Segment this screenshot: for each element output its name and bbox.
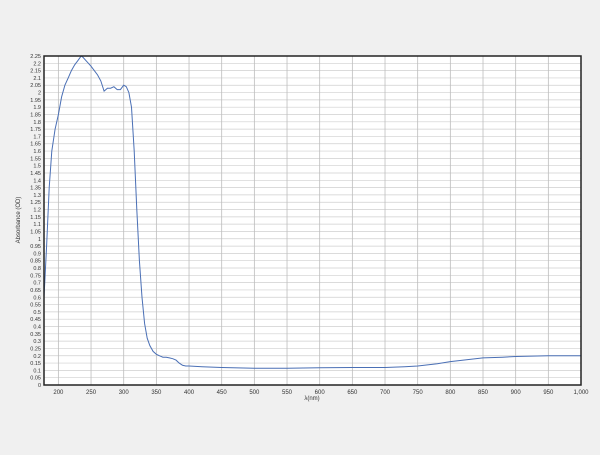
- y-tick-label: 0.8: [33, 266, 41, 272]
- y-tick-label: 0.2: [33, 354, 41, 360]
- y-tick-label: 2.05: [30, 83, 41, 89]
- y-tick-label: 0.4: [33, 325, 41, 331]
- series-line: [43, 55, 581, 369]
- x-tick-label: 700: [380, 390, 391, 396]
- y-tick-label: 0.9: [33, 251, 41, 257]
- x-tick-label: 900: [511, 390, 522, 396]
- y-tick-label: 2.2: [33, 61, 41, 67]
- y-tick-label: 1.5: [33, 164, 41, 170]
- x-tick-label: 650: [347, 390, 358, 396]
- x-tick-label: 950: [543, 390, 554, 396]
- y-tick-label: 1.2: [33, 208, 41, 214]
- plot-border: [43, 55, 582, 386]
- y-tick-label: 1.4: [33, 178, 41, 184]
- y-tick-label: 0.25: [30, 346, 41, 352]
- y-tick-label: 1.95: [30, 98, 41, 104]
- y-tick-label: 0.6: [33, 295, 41, 301]
- x-tick-label: 450: [217, 390, 228, 396]
- y-tick-label: 2.1: [33, 76, 41, 82]
- y-tick-label: 0.5: [33, 310, 41, 316]
- y-tick-label: 1.65: [30, 142, 41, 148]
- y-tick-label: 0.55: [30, 303, 41, 309]
- plot-area: [44, 56, 581, 385]
- x-tick-label: 550: [282, 390, 293, 396]
- y-tick-label: 1.05: [30, 229, 41, 235]
- y-tick-label: 1.25: [30, 200, 41, 206]
- x-tick-label: 300: [119, 390, 130, 396]
- y-tick-label: 1.3: [33, 193, 41, 199]
- y-tick-label: 0.15: [30, 361, 41, 367]
- x-tick-label: 200: [53, 390, 64, 396]
- x-tick-label: 1,000: [573, 390, 589, 396]
- y-tick-label: 1.9: [33, 105, 41, 111]
- y-tick-label: 0.95: [30, 244, 41, 250]
- y-tick-label: 1: [38, 237, 41, 243]
- y-tick-label: 1.6: [33, 149, 41, 155]
- y-tick-label: 1.75: [30, 127, 41, 133]
- grid: [44, 55, 582, 386]
- y-tick-label: 0.85: [30, 259, 41, 265]
- y-tick-label: 1.1: [33, 222, 41, 228]
- y-tick-label: 1.85: [30, 112, 41, 118]
- x-tick-label: 600: [315, 390, 326, 396]
- y-tick-label: 2.15: [30, 69, 41, 75]
- y-tick-label: 0.3: [33, 339, 41, 345]
- x-axis-label: λ(nm): [304, 396, 319, 402]
- y-axis-label: Absorbance (OD): [16, 197, 22, 244]
- x-tick-label: 850: [478, 390, 489, 396]
- x-tick-label: 250: [86, 390, 97, 396]
- y-tick-label: 1.7: [33, 134, 41, 140]
- y-tick-label: 0.35: [30, 332, 41, 338]
- y-tick-label: 0: [38, 383, 41, 389]
- x-tick-label: 400: [184, 390, 195, 396]
- y-tick-label: 0.05: [30, 376, 41, 382]
- y-tick-label: 0.65: [30, 288, 41, 294]
- y-tick-label: 1.8: [33, 120, 41, 126]
- y-tick-label: 0.75: [30, 273, 41, 279]
- y-tick-label: 0.7: [33, 281, 41, 287]
- x-tick-label: 350: [151, 390, 162, 396]
- x-tick-label: 750: [413, 390, 424, 396]
- x-axis-ticks: 200 250 300 350 400 450 500 550 600 650 700 750 800 8…: [53, 390, 589, 396]
- y-tick-label: 2: [38, 91, 41, 97]
- y-tick-label: 0.1: [33, 368, 41, 374]
- y-tick-label: 1.55: [30, 156, 41, 162]
- y-axis-ticks: 00.05 0.10.150.2 0.250.30.350.4 0.450.50.55…: [30, 54, 41, 389]
- y-tick-label: 1.35: [30, 186, 41, 192]
- y-tick-label: 2.25: [30, 54, 41, 60]
- x-tick-label: 800: [445, 390, 456, 396]
- y-tick-label: 1.45: [30, 171, 41, 177]
- y-tick-label: 0.45: [30, 317, 41, 323]
- x-tick-label: 500: [249, 390, 260, 396]
- y-tick-label: 1.15: [30, 215, 41, 221]
